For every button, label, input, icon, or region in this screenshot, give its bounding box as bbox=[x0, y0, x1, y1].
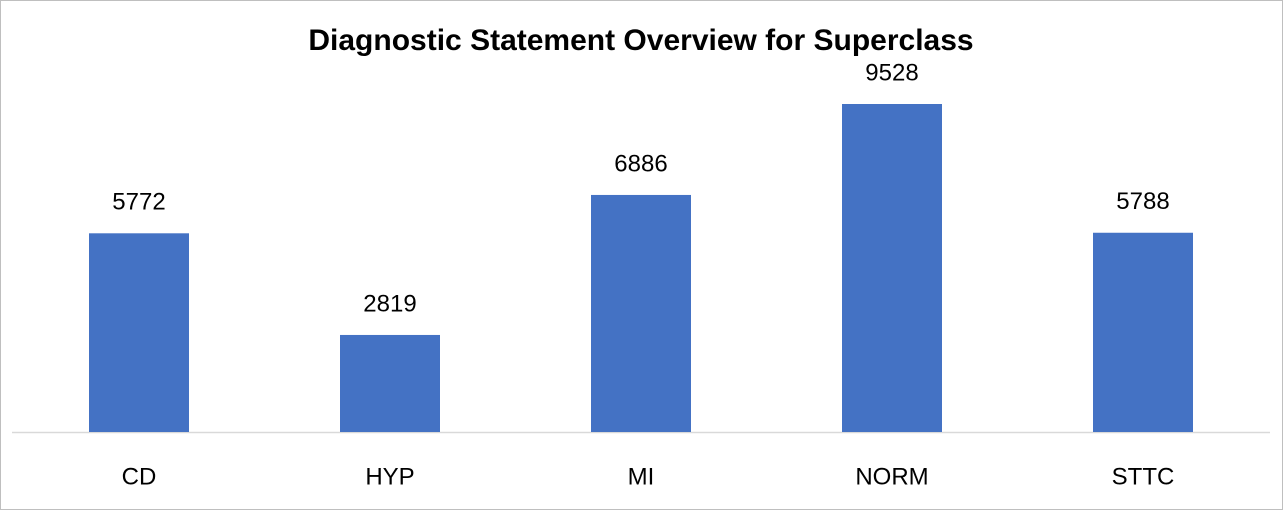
x-tick-label: MI bbox=[628, 463, 655, 490]
bar bbox=[842, 104, 942, 432]
data-label: 6886 bbox=[614, 150, 667, 177]
data-label: 9528 bbox=[865, 59, 918, 86]
data-label: 5788 bbox=[1116, 188, 1169, 215]
x-tick-label: NORM bbox=[855, 463, 928, 490]
data-label: 2819 bbox=[363, 290, 416, 317]
bar bbox=[89, 233, 189, 432]
data-label: 5772 bbox=[112, 189, 165, 216]
bar bbox=[591, 194, 691, 432]
bar bbox=[340, 334, 440, 432]
bar bbox=[1093, 232, 1193, 432]
chart-title: Diagnostic Statement Overview for Superc… bbox=[308, 24, 973, 57]
x-tick-label: HYP bbox=[365, 463, 414, 490]
x-tick-label: CD bbox=[122, 463, 157, 490]
x-tick-label: STTC bbox=[1112, 463, 1175, 490]
